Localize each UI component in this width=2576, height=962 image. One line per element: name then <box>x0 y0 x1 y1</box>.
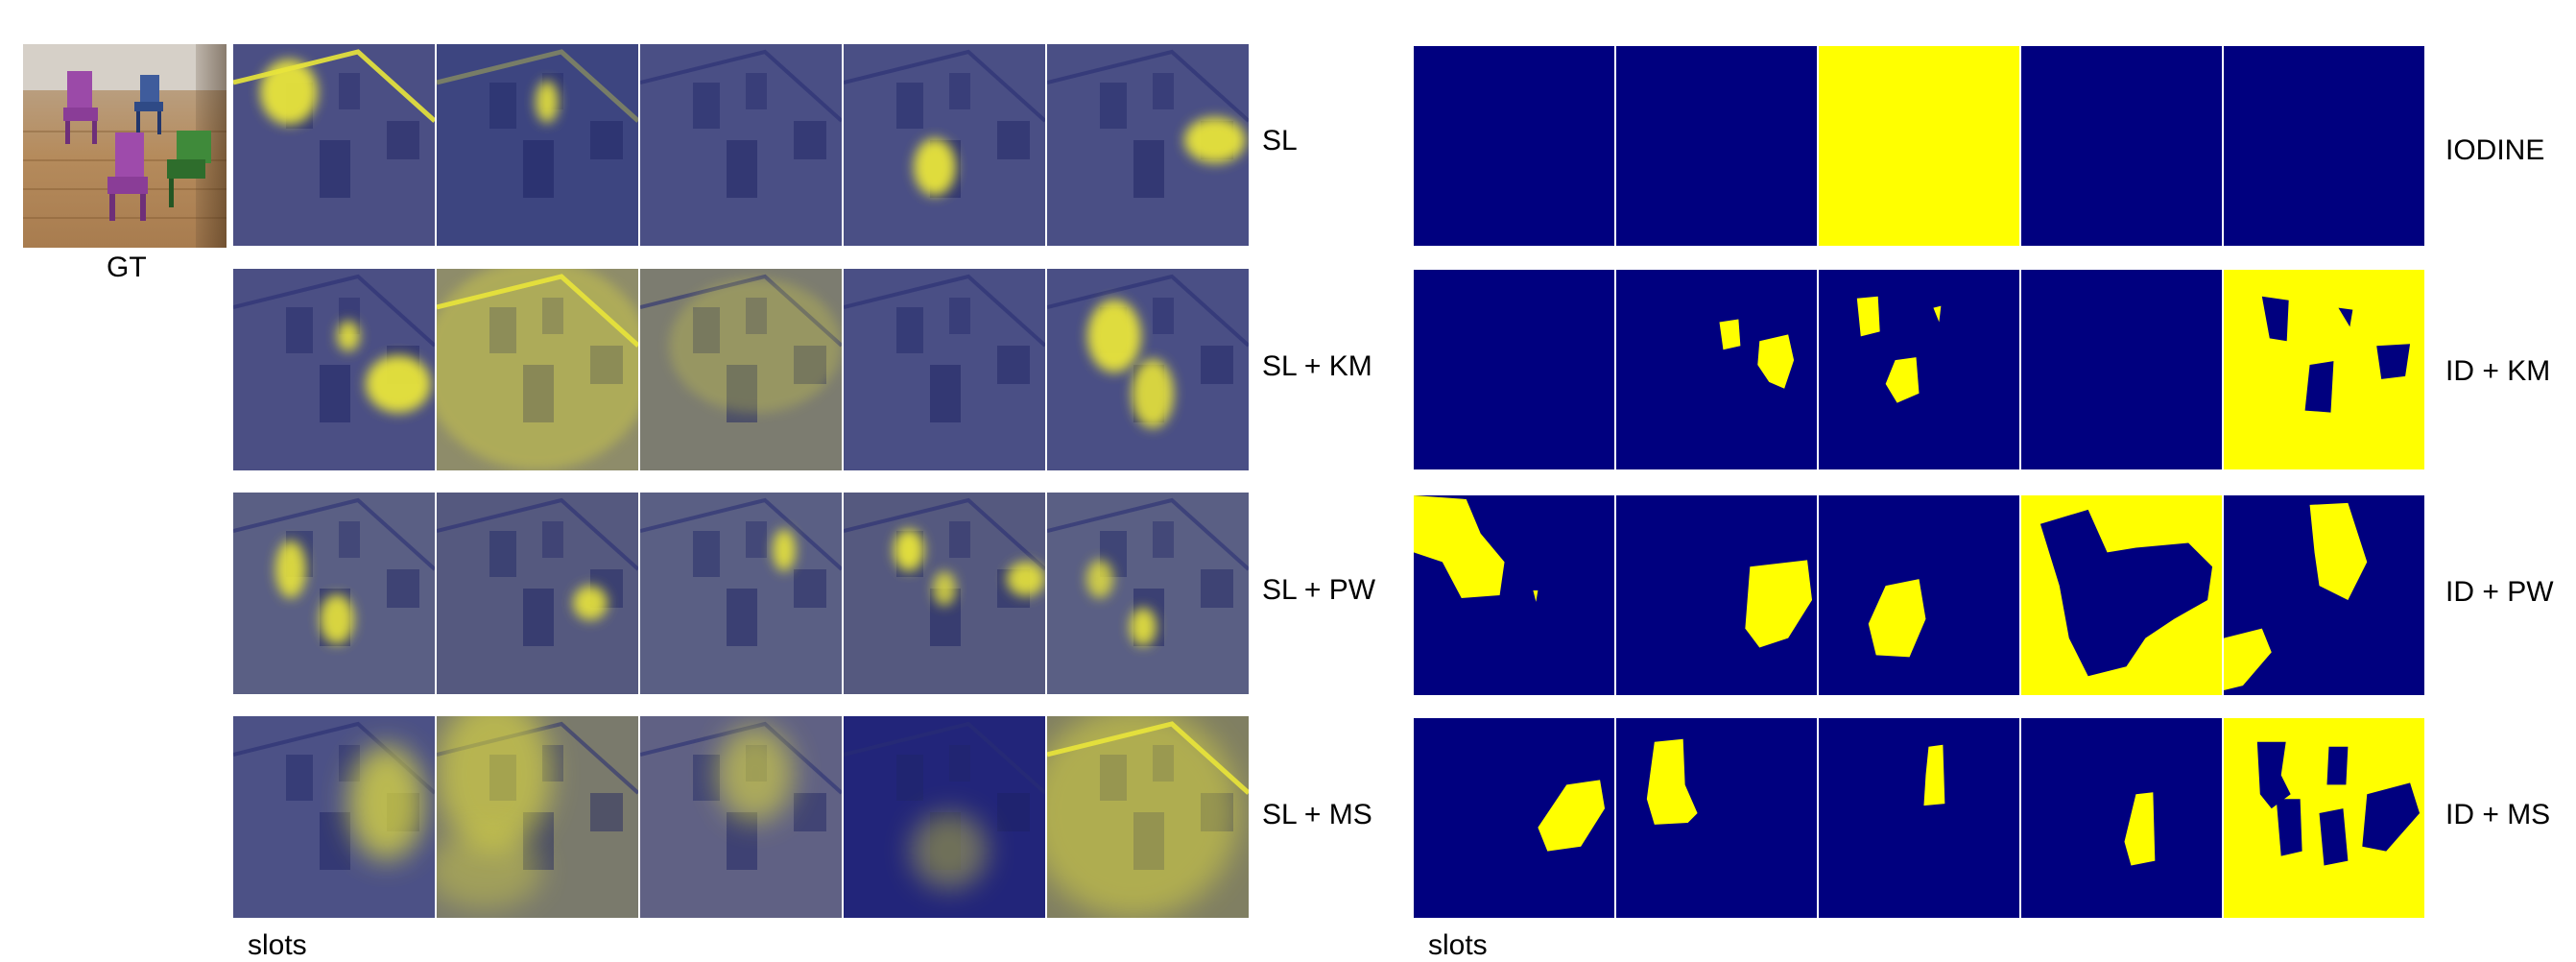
right-mask-r3-slot4 <box>2021 495 2222 695</box>
left-mask-r3-slot1 <box>233 493 435 694</box>
right-mask-r1-slot1 <box>1414 46 1614 246</box>
left-mask-r1-slot4 <box>844 44 1045 246</box>
right-mask-r4-slot4 <box>2021 718 2222 918</box>
left-mask-r4-slot1 <box>233 716 435 918</box>
row-label-id-ms: ID + MS <box>2445 799 2550 831</box>
left-mask-r2-slot2 <box>437 269 638 470</box>
left-mask-r3-slot3 <box>640 493 842 694</box>
right-mask-r3-slot1 <box>1414 495 1614 695</box>
row-label-id-km: ID + KM <box>2445 355 2550 388</box>
row-label-sl: SL <box>1262 125 1298 157</box>
left-mask-r4-slot5 <box>1047 716 1249 918</box>
left-mask-r2-slot5 <box>1047 269 1249 470</box>
row-label-sl-pw: SL + PW <box>1262 574 1375 607</box>
left-mask-r3-slot4 <box>844 493 1045 694</box>
right-mask-r2-slot3 <box>1819 270 2019 469</box>
left-mask-r1-slot3 <box>640 44 842 246</box>
right-mask-r1-slot4 <box>2021 46 2222 246</box>
row-label-id-pw: ID + PW <box>2445 576 2554 609</box>
right-mask-r3-slot2 <box>1616 495 1817 695</box>
right-mask-r2-slot1 <box>1414 270 1614 469</box>
right-mask-r1-slot3 <box>1819 46 2019 246</box>
right-mask-r2-slot2 <box>1616 270 1817 469</box>
left-mask-r1-slot2 <box>437 44 638 246</box>
left-mask-r2-slot1 <box>233 269 435 470</box>
left-mask-r3-slot2 <box>437 493 638 694</box>
row-label-iodine: IODINE <box>2445 134 2544 167</box>
left-mask-r2-slot3 <box>640 269 842 470</box>
right-mask-r4-slot5 <box>2224 718 2424 918</box>
left-mask-r3-slot5 <box>1047 493 1249 694</box>
left-mask-r1-slot5 <box>1047 44 1249 246</box>
right-mask-r4-slot2 <box>1616 718 1817 918</box>
left-mask-r2-slot4 <box>844 269 1045 470</box>
right-mask-r3-slot5 <box>2224 495 2424 695</box>
right-mask-r1-slot2 <box>1616 46 1817 246</box>
right-mask-r1-slot5 <box>2224 46 2424 246</box>
left-mask-r1-slot1 <box>233 44 435 246</box>
row-label-sl-km: SL + KM <box>1262 350 1372 383</box>
right-mask-r3-slot3 <box>1819 495 2019 695</box>
right-mask-r2-slot5 <box>2224 270 2424 469</box>
row-label-sl-ms: SL + MS <box>1262 799 1372 831</box>
gt-label: GT <box>107 252 147 284</box>
right-mask-r4-slot1 <box>1414 718 1614 918</box>
left-mask-r4-slot4 <box>844 716 1045 918</box>
chairs-icon <box>23 44 227 248</box>
left-mask-r4-slot2 <box>437 716 638 918</box>
gt-image <box>23 44 227 248</box>
right-mask-r2-slot4 <box>2021 270 2222 469</box>
right-mask-r4-slot3 <box>1819 718 2019 918</box>
left-mask-r4-slot3 <box>640 716 842 918</box>
